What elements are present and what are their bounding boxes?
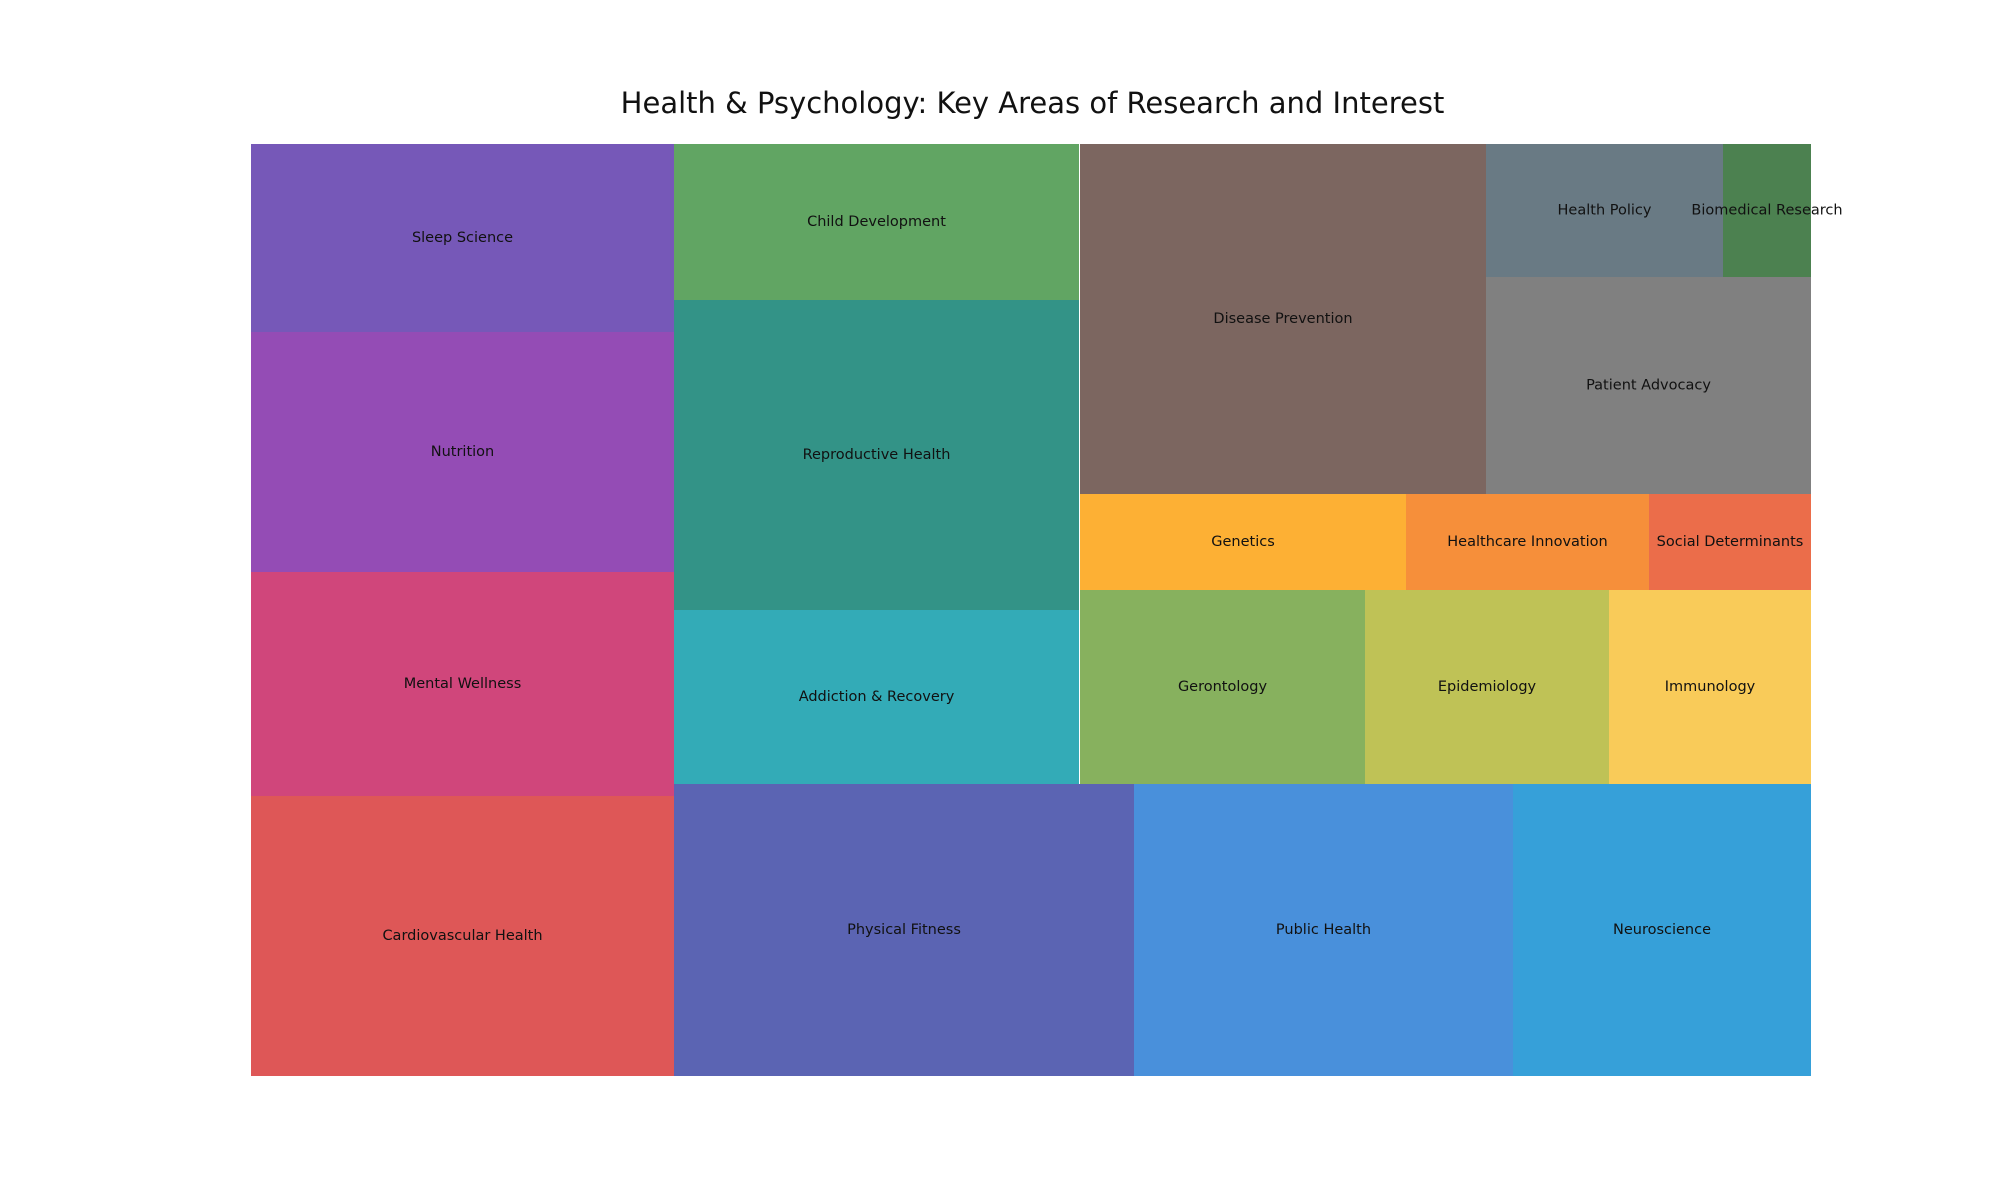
tile-reproductive-health	[674, 300, 1079, 610]
tile-label-nutrition: Nutrition	[431, 444, 495, 460]
tile-addiction-recovery	[674, 610, 1079, 784]
tile-label-gerontology: Gerontology	[1178, 679, 1268, 695]
chart-title: Health & Psychology: Key Areas of Resear…	[620, 86, 1445, 120]
tile-label-social-determinants: Social Determinants	[1657, 534, 1804, 550]
tile-label-child-development: Child Development	[807, 214, 946, 230]
tile-gerontology	[1080, 590, 1365, 784]
tile-label-mental-wellness: Mental Wellness	[404, 676, 522, 692]
tile-label-neuroscience: Neuroscience	[1613, 922, 1711, 938]
tile-label-public-health: Public Health	[1276, 922, 1371, 938]
tile-label-disease-prevention: Disease Prevention	[1213, 311, 1352, 327]
tile-label-sleep-science: Sleep Science	[412, 230, 513, 246]
tile-cardiovascular-health	[251, 796, 674, 1076]
tile-health-policy	[1486, 144, 1723, 277]
tile-physical-fitness	[674, 784, 1134, 1076]
tile-label-immunology: Immunology	[1665, 679, 1756, 695]
tile-label-epidemiology: Epidemiology	[1438, 679, 1537, 695]
tile-label-patient-advocacy: Patient Advocacy	[1586, 378, 1711, 394]
tile-label-addiction-recovery: Addiction & Recovery	[799, 689, 955, 705]
tile-label-physical-fitness: Physical Fitness	[847, 922, 961, 938]
tile-neuroscience	[1513, 784, 1811, 1076]
tile-mental-wellness	[251, 572, 674, 796]
tile-sleep-science	[251, 144, 674, 332]
tile-label-cardiovascular-health: Cardiovascular Health	[382, 928, 542, 944]
tile-healthcare-innovation	[1406, 494, 1649, 590]
tile-patient-advocacy	[1486, 277, 1811, 494]
tile-biomedical-research	[1723, 144, 1811, 277]
tile-genetics	[1080, 494, 1406, 590]
tile-disease-prevention	[1080, 144, 1486, 494]
tile-nutrition	[251, 332, 674, 572]
tile-label-genetics: Genetics	[1211, 534, 1275, 550]
tile-label-reproductive-health: Reproductive Health	[803, 447, 951, 463]
tile-public-health	[1134, 784, 1513, 1076]
tile-immunology	[1609, 590, 1811, 784]
tile-social-determinants	[1649, 494, 1811, 590]
tile-label-health-policy: Health Policy	[1558, 203, 1652, 219]
tile-label-biomedical-research: Biomedical Research	[1691, 203, 1842, 219]
tile-child-development	[674, 144, 1079, 300]
tile-label-healthcare-innovation: Healthcare Innovation	[1447, 534, 1607, 550]
tile-epidemiology	[1365, 590, 1609, 784]
